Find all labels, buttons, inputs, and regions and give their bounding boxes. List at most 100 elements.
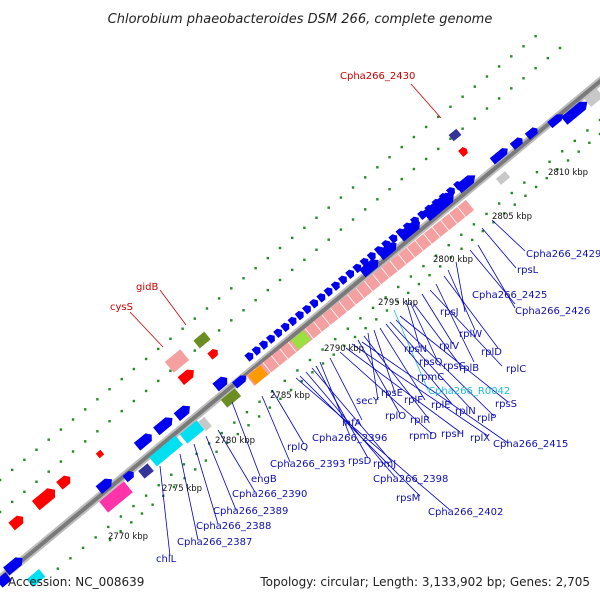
gene-feature[interactable] [453, 179, 464, 191]
gene-label[interactable]: rpmC [417, 372, 444, 383]
gene-feature[interactable] [373, 244, 385, 256]
gene-feature[interactable] [377, 239, 400, 261]
gene-feature[interactable] [251, 344, 263, 356]
gene-feature[interactable] [509, 135, 525, 150]
gene-label[interactable]: Cpha266_2393 [270, 459, 345, 470]
gene-label[interactable]: Cpha266_2398 [373, 474, 448, 485]
gene-feature[interactable] [417, 209, 428, 221]
gene-feature[interactable] [0, 572, 12, 588]
gene-label[interactable]: Cpha266_2396 [312, 433, 387, 444]
gene-feature[interactable] [287, 315, 299, 327]
gene-label[interactable]: Cpha266_2388 [196, 521, 271, 532]
gene-feature[interactable] [273, 327, 284, 339]
gene-feature[interactable] [547, 111, 565, 129]
gene-feature[interactable] [212, 374, 230, 392]
gene-label[interactable]: rplR [410, 415, 430, 426]
gene-feature[interactable] [95, 449, 105, 459]
gene-feature[interactable] [153, 414, 176, 436]
gene-label[interactable]: rplE [431, 400, 451, 411]
gene-feature[interactable] [330, 280, 342, 291]
gene-feature[interactable] [316, 291, 327, 303]
gene-label[interactable]: rplF [404, 395, 423, 406]
gene-label[interactable]: rpmD [409, 431, 437, 442]
gene-feature[interactable] [173, 402, 193, 421]
gene-label-cyss[interactable]: cysS [110, 302, 133, 313]
gene-feature[interactable] [26, 569, 46, 587]
gene-feature[interactable] [323, 285, 335, 297]
gene-feature[interactable] [122, 469, 137, 483]
gene-label[interactable]: Cpha266_2402 [428, 507, 503, 518]
gene-feature[interactable] [31, 485, 59, 511]
gene-label[interactable]: secY [356, 396, 380, 407]
gene-label[interactable]: rplP [477, 413, 496, 424]
gene-label[interactable]: rpsE [381, 388, 403, 399]
gene-label[interactable]: Cpha266_2426 [515, 306, 590, 317]
gene-feature[interactable] [8, 513, 26, 531]
gene-feature[interactable] [138, 463, 154, 479]
gene-feature[interactable] [133, 431, 155, 451]
gene-label[interactable]: rpsJ [440, 307, 459, 318]
gene-feature[interactable] [445, 185, 457, 197]
gene-label[interactable]: rplX [470, 433, 490, 444]
gene-label[interactable]: Cpha266_2389 [213, 506, 288, 517]
gene-feature[interactable] [3, 554, 26, 576]
gene-feature[interactable] [438, 191, 450, 203]
gene-feature[interactable] [409, 215, 421, 226]
gene-feature[interactable] [177, 366, 197, 385]
gene-feature[interactable] [381, 238, 392, 250]
gene-label[interactable]: rplO [385, 411, 406, 422]
gene-label[interactable]: Cpha266_2390 [232, 489, 307, 500]
gene-feature[interactable] [352, 262, 363, 274]
gene-label[interactable]: rplV [439, 341, 459, 352]
gene-feature[interactable] [291, 330, 311, 350]
gene-feature[interactable] [149, 435, 183, 467]
gene-label[interactable]: chlL [156, 554, 177, 565]
gene-feature[interactable] [280, 321, 291, 333]
gene-label[interactable]: rplN [455, 406, 476, 417]
gene-label[interactable]: Cpha266_2425 [472, 290, 547, 301]
gene-feature[interactable] [388, 232, 399, 244]
gene-feature[interactable] [431, 197, 443, 209]
gene-label[interactable]: rpsD [348, 456, 372, 467]
gene-label[interactable]: rpmJ [373, 459, 396, 470]
gene-feature[interactable] [193, 331, 211, 349]
gene-label[interactable]: rpsQ [419, 357, 443, 368]
gene-feature[interactable] [179, 420, 205, 444]
gene-feature[interactable] [232, 373, 249, 389]
gene-label[interactable]: rplC [506, 364, 526, 375]
gene-feature[interactable] [265, 333, 277, 344]
gene-label[interactable]: Cpha266_2415 [493, 439, 568, 450]
gene-feature[interactable] [359, 256, 382, 278]
gene-feature[interactable] [220, 388, 242, 408]
gene-label[interactable]: rplB [459, 363, 479, 374]
gene-feature[interactable] [359, 256, 371, 268]
gene-feature[interactable] [424, 203, 435, 215]
gene-feature[interactable] [244, 350, 255, 362]
gene-label[interactable]: engB [251, 474, 277, 485]
gene-label[interactable]: rpsC [443, 361, 466, 372]
gene-feature[interactable] [397, 218, 424, 242]
gene-feature[interactable] [56, 473, 73, 490]
gene-feature[interactable] [495, 171, 511, 185]
gene-label[interactable]: rpsS [495, 399, 517, 410]
gene-feature[interactable] [301, 303, 313, 315]
gene-feature[interactable] [164, 349, 190, 373]
gene-feature[interactable] [448, 128, 462, 142]
gene-label-gidb[interactable]: gidB [136, 282, 158, 293]
gene-feature[interactable] [258, 339, 270, 350]
gene-feature[interactable] [309, 297, 320, 309]
gene-feature[interactable] [248, 365, 268, 385]
gene-label[interactable]: Cpha266_2429 [526, 249, 600, 260]
gene-label[interactable]: Cpha266_2387 [177, 537, 252, 548]
gene-feature[interactable] [294, 309, 306, 321]
gene-feature[interactable] [395, 226, 407, 238]
gene-label[interactable]: infA [342, 418, 362, 429]
gene-feature[interactable] [95, 475, 115, 494]
gene-label-cpha266-2430[interactable]: Cpha266_2430 [340, 71, 415, 82]
gene-label-cpha266-r0042[interactable]: Cpha266_R0042 [428, 386, 510, 397]
gene-feature[interactable] [402, 221, 414, 232]
gene-label[interactable]: rpsH [441, 429, 464, 440]
gene-feature[interactable] [345, 268, 356, 280]
gene-label[interactable]: rpsL [517, 265, 539, 276]
gene-feature[interactable] [458, 146, 469, 157]
